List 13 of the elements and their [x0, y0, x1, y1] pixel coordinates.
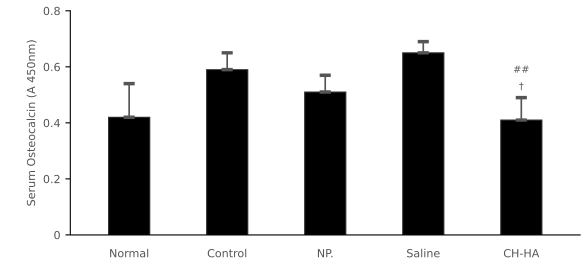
x-tick-label: NP.: [318, 249, 332, 258]
x-tick-label: Normal: [110, 248, 148, 258]
y-tick-label: 0.4: [44, 118, 60, 128]
y-tick-label: 0: [54, 230, 60, 240]
y-tick-label: 0.8: [44, 6, 60, 16]
x-tick-label: CH-HA: [504, 248, 540, 258]
y-tick-label: 0.2: [44, 174, 60, 184]
annotation: ##: [514, 66, 529, 73]
x-tick-label: Control: [208, 248, 246, 258]
y-axis-title: Serum Osteocalcin (A 450nm): [26, 40, 37, 206]
annotation: †: [519, 82, 524, 90]
y-tick-label: 0.6: [44, 62, 60, 72]
x-tick-label: Saline: [407, 248, 440, 258]
